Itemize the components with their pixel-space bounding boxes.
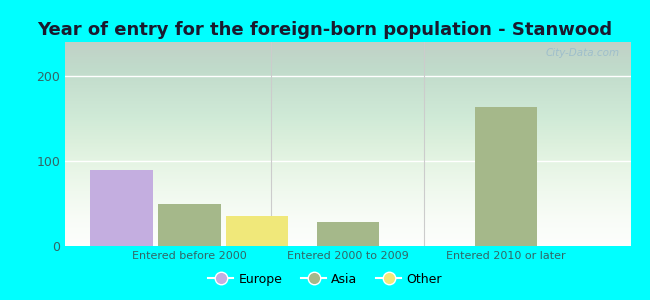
Text: City-Data.com: City-Data.com	[545, 48, 619, 58]
Bar	[475, 107, 538, 246]
Legend: Europe, Asia, Other: Europe, Asia, Other	[203, 268, 447, 291]
Bar	[90, 169, 153, 246]
Bar	[226, 216, 289, 246]
Bar	[158, 203, 220, 246]
Text: Year of entry for the foreign-born population - Stanwood: Year of entry for the foreign-born popul…	[38, 21, 612, 39]
Bar	[317, 222, 379, 246]
